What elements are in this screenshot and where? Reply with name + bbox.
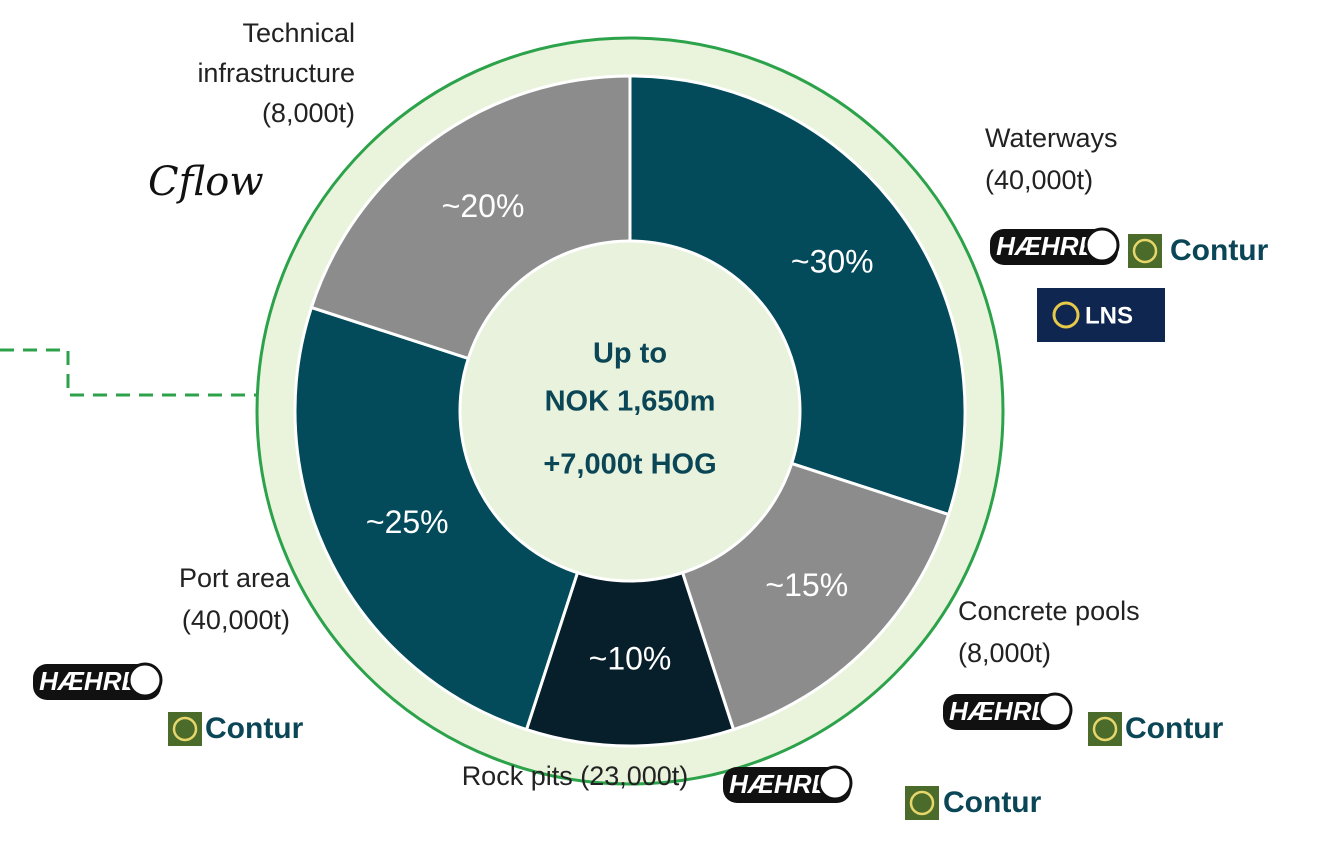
logo-text: HÆHRE <box>729 769 829 799</box>
category-label: Waterways <box>985 123 1118 153</box>
logo-badge <box>1037 288 1165 342</box>
labels: Up to NOK 1,650m +7,000t HOG Waterways (40,0… <box>33 18 1269 820</box>
logo-text: Contur <box>205 712 304 745</box>
category-label: (8,000t) <box>958 638 1051 668</box>
logo-text: HÆHRE <box>996 231 1096 261</box>
logo-icon-ring <box>1092 716 1118 742</box>
value-label: ~15% <box>765 567 848 603</box>
logo-text: Contur <box>1125 712 1224 745</box>
logo-text: HÆHRE <box>949 696 1049 726</box>
logo-text: Contur <box>943 786 1042 819</box>
logo-icon-ring <box>172 716 198 742</box>
logo-icon-ring <box>1052 301 1080 329</box>
value-label: ~10% <box>589 640 672 676</box>
logo-globe <box>127 662 163 698</box>
center-text: Up to <box>593 338 667 370</box>
center-text: NOK 1,650m <box>545 386 716 418</box>
logo-globe <box>1037 692 1073 728</box>
logo-globe <box>1084 227 1120 263</box>
logo-icon-ring <box>1132 238 1158 264</box>
category-label: Port area <box>179 563 291 593</box>
category-label: Concrete pools <box>958 596 1140 626</box>
dashed-connector <box>0 348 256 397</box>
logo-text: Cflow <box>148 159 264 205</box>
logo-globe <box>817 765 853 801</box>
category-label: Technical <box>242 18 355 48</box>
value-label: ~30% <box>791 244 874 280</box>
center-text: +7,000t HOG <box>543 449 716 481</box>
category-label: (40,000t) <box>985 165 1093 195</box>
category-label: (8,000t) <box>262 98 355 128</box>
category-label: Rock pits (23,000t) <box>462 761 689 791</box>
category-label: (40,000t) <box>182 605 290 635</box>
logo-text: Contur <box>1170 234 1269 267</box>
logo-text: LNS <box>1085 302 1133 329</box>
donut-hole <box>458 239 802 583</box>
logo-text: HÆHRE <box>39 666 139 696</box>
value-label: ~20% <box>442 188 525 224</box>
value-label: ~25% <box>366 504 449 540</box>
category-label: infrastructure <box>197 58 355 88</box>
logo-icon-ring <box>909 790 935 816</box>
